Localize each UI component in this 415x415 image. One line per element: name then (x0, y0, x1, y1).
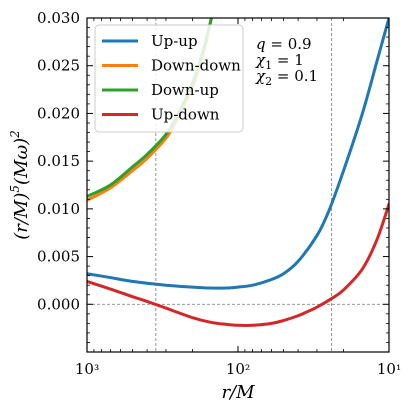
annotation-box: q = 0.9χ1 = 1χ2 = 0.1 (255, 35, 318, 88)
y-tick-label-7: 0.030 (37, 9, 80, 27)
ticks-layer: 0.000 0.005 0.010 0.015 0.020 0.025 0.030 10³ 10… (37, 9, 401, 378)
y-tick-label-1: 0.000 (37, 295, 80, 313)
x-axis-title: r/M (221, 382, 255, 403)
x-tick-label-2: 10¹ (377, 360, 401, 378)
y-tick-label-5: 0.020 (37, 104, 80, 122)
y-axis-title: (r/M)5(Mω)2 (8, 130, 32, 240)
legend-label-down-up: Down-up (151, 81, 219, 99)
legend-label-up-down: Up-down (151, 106, 220, 124)
y-tick-label-2: 0.005 (37, 248, 80, 266)
annotation-line-2: χ2 = 0.1 (255, 67, 318, 88)
y-tick-label-3: 0.010 (37, 200, 80, 218)
series-line-up-down (87, 202, 389, 327)
series-line-up-up (87, 18, 389, 290)
legend-label-down-down: Down-down (151, 57, 241, 75)
x-tick-label-0: 10³ (75, 360, 99, 378)
legend: Up-up Down-down Down-up Up-down (94, 24, 244, 133)
y-tick-label-6: 0.025 (37, 57, 80, 75)
legend-label-up-up: Up-up (151, 32, 198, 50)
annotation-line-1: χ1 = 1 (255, 51, 304, 72)
annotation-line-0: q = 0.9 (256, 35, 312, 53)
y-tick-label-4: 0.015 (37, 152, 80, 170)
legend-box (94, 24, 244, 133)
series-layer (87, 18, 389, 327)
x-tick-label-1: 10² (226, 360, 250, 378)
plot-frame (86, 17, 390, 353)
